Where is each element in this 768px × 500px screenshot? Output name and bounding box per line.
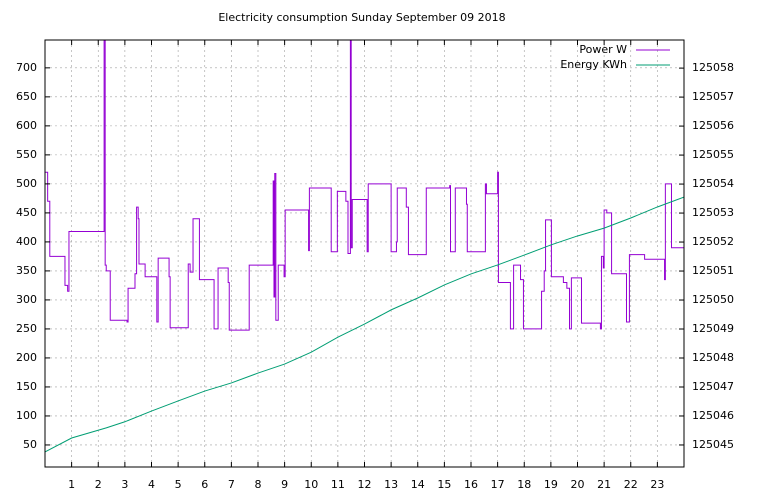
y-tick-label: 500 <box>16 177 37 190</box>
y-tick-label: 650 <box>16 90 37 103</box>
y-tick-label: 100 <box>16 409 37 422</box>
x-tick-label: 13 <box>384 478 398 491</box>
y2-tick-label: 125053 <box>692 206 734 219</box>
series-line <box>45 40 684 331</box>
y2-tick-label: 125054 <box>692 177 734 190</box>
plot-area <box>45 40 684 453</box>
y2-tick-label: 125058 <box>692 61 734 74</box>
y-tick-label: 350 <box>16 264 37 277</box>
x-tick-label: 21 <box>597 478 611 491</box>
x-tick-label: 7 <box>228 478 235 491</box>
y-tick-label: 50 <box>23 438 37 451</box>
x-tick-label: 6 <box>201 478 208 491</box>
y2-tick-label: 125048 <box>692 351 734 364</box>
y2-tick-label: 125052 <box>692 235 734 248</box>
x-tick-label: 2 <box>95 478 102 491</box>
x-tick-label: 17 <box>491 478 505 491</box>
y-tick-label: 300 <box>16 293 37 306</box>
x-tick-label: 15 <box>437 478 451 491</box>
x-tick-label: 16 <box>464 478 478 491</box>
y2-tick-label: 125055 <box>692 148 734 161</box>
y-tick-label: 600 <box>16 119 37 132</box>
chart-title: Electricity consumption Sunday September… <box>218 11 505 24</box>
x-tick-label: 3 <box>121 478 128 491</box>
x-tick-label: 14 <box>411 478 425 491</box>
x-tick-label: 1 <box>68 478 75 491</box>
y-tick-label: 400 <box>16 235 37 248</box>
legend-label: Energy KWh <box>560 58 627 71</box>
x-tick-label: 12 <box>358 478 372 491</box>
y-tick-label: 250 <box>16 322 37 335</box>
y2-tick-label: 125051 <box>692 264 734 277</box>
y2-tick-label: 125049 <box>692 322 734 335</box>
y2-tick-label: 125045 <box>692 438 734 451</box>
x-tick-label: 8 <box>255 478 262 491</box>
x-tick-label: 11 <box>331 478 345 491</box>
y2-tick-label: 125047 <box>692 380 734 393</box>
y2-tick-label: 125056 <box>692 119 734 132</box>
y-tick-label: 450 <box>16 206 37 219</box>
x-tick-label: 19 <box>544 478 558 491</box>
x-tick-label: 20 <box>571 478 585 491</box>
x-tick-label: 18 <box>517 478 531 491</box>
series-line <box>45 196 684 453</box>
y2-tick-label: 125057 <box>692 90 734 103</box>
plot-frame <box>44 39 685 468</box>
y2-tick-label: 125050 <box>692 293 734 306</box>
x-tick-label: 22 <box>624 478 638 491</box>
y-tick-label: 200 <box>16 351 37 364</box>
x-tick-label: 9 <box>281 478 288 491</box>
x-tick-label: 23 <box>650 478 664 491</box>
x-tick-label: 4 <box>148 478 155 491</box>
y2-tick-label: 125046 <box>692 409 734 422</box>
x-tick-label: 5 <box>175 478 182 491</box>
legend-label: Power W <box>579 43 627 56</box>
y-tick-label: 150 <box>16 380 37 393</box>
grid <box>45 40 684 467</box>
y-tick-label: 700 <box>16 61 37 74</box>
x-tick-label: 10 <box>304 478 318 491</box>
y-tick-label: 550 <box>16 148 37 161</box>
